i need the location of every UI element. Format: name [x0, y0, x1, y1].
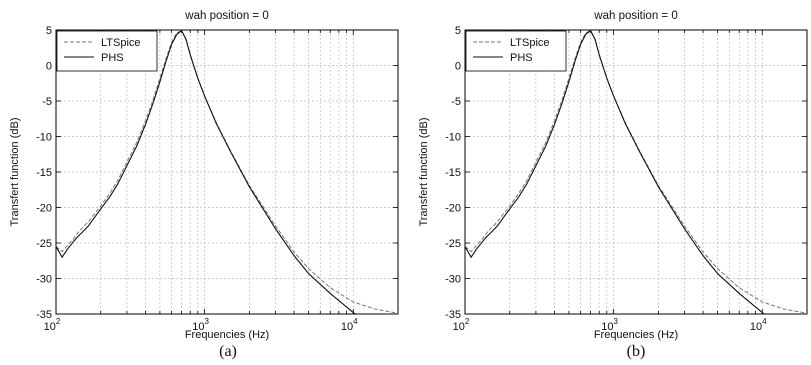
- y-tick-label: 0: [455, 61, 461, 73]
- y-axis: 5 0 -5 -10 -15 -20 -25 -30 -35: [445, 25, 807, 321]
- legend: LTSpice PHS: [465, 30, 567, 72]
- chart-panel-a: wah position = 0 50-5-10-15-20-25-30-35 …: [9, 10, 399, 360]
- y-tick-label: -30: [36, 274, 52, 286]
- legend-label-phs: PHS: [510, 52, 533, 64]
- y-tick-label: -5: [451, 96, 461, 108]
- x-tick-label: 104: [750, 317, 767, 333]
- legend-box: [465, 30, 567, 72]
- legend: LTSpice PHS: [56, 30, 158, 72]
- x-tick-label: 102: [453, 317, 470, 333]
- series-line-phs: [56, 30, 357, 314]
- legend-label-ltspice: LTSpice: [510, 37, 550, 49]
- plot-lines: [465, 30, 807, 314]
- y-tick-label: -15: [445, 167, 461, 179]
- y-axis-label: Transfert function (dB): [9, 117, 21, 226]
- y-axis-label: Transfert function (dB): [418, 117, 430, 226]
- y-tick-label: -10: [36, 132, 52, 144]
- y-tick-label: -35: [36, 309, 52, 321]
- y-tick-label: 5: [455, 25, 461, 37]
- plot-lines: [56, 30, 398, 314]
- y-tick-label: -30: [445, 274, 461, 286]
- series-line-phs: [465, 30, 766, 314]
- series-line-ltspice: [465, 30, 807, 314]
- y-tick-label: -15: [36, 167, 52, 179]
- grid: [464, 29, 808, 315]
- panel-caption: (b): [627, 343, 646, 360]
- y-tick-label: -10: [445, 132, 461, 144]
- x-axis-label: Frequencies (Hz): [185, 329, 269, 341]
- y-tick-label: -25: [36, 238, 52, 250]
- chart-panel-b: wah position = 0 50-5-10-15-20-25-30-35 …: [418, 10, 808, 360]
- y-tick-label: -25: [445, 238, 461, 250]
- chart-title: wah position = 0: [593, 10, 677, 22]
- x-tick-label: 102: [44, 317, 61, 333]
- legend-box: [56, 30, 158, 72]
- x-tick-label: 104: [341, 317, 358, 333]
- chart-title: wah position = 0: [184, 10, 268, 22]
- x-axis: 102 103 104: [44, 30, 399, 333]
- legend-label-ltspice: LTSpice: [101, 37, 141, 49]
- y-tick-label: 5: [46, 25, 52, 37]
- x-axis-label: Frequencies (Hz): [594, 329, 678, 341]
- grid: [55, 29, 399, 315]
- series-line-ltspice: [56, 30, 398, 314]
- y-tick-label: -20: [445, 203, 461, 215]
- y-axis: 5 0 -5 -10 -15 -20 -25 -30 -35: [36, 25, 398, 321]
- y-tick-label: -35: [445, 309, 461, 321]
- legend-label-phs: PHS: [101, 52, 124, 64]
- x-axis: 102 103 104: [453, 30, 808, 333]
- y-tick-label: -20: [36, 203, 52, 215]
- x-tick-label: 103: [601, 317, 618, 333]
- y-tick-label: 0: [46, 61, 52, 73]
- x-tick-label: 103: [192, 317, 209, 333]
- y-tick-label: -5: [42, 96, 52, 108]
- panel-caption: (a): [219, 343, 237, 360]
